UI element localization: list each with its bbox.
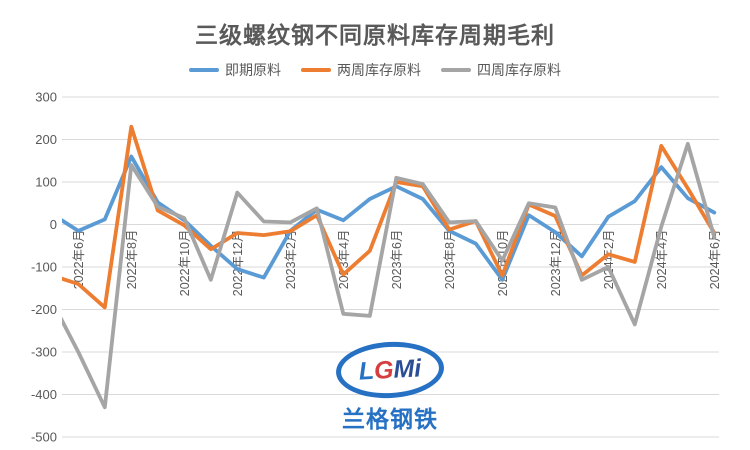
x-tick-label-2024年6月: 2024年6月 [708, 230, 722, 290]
x-tick-label-2023年10月: 2023年10月 [496, 230, 510, 297]
y-tick-label-300: 300 [35, 90, 57, 105]
legend-item-spot: 即期原料 [189, 60, 281, 80]
legend-label-spot: 即期原料 [225, 62, 281, 78]
chart-title: 三级螺纹钢不同原料库存周期毛利 [195, 22, 555, 48]
legend-label-four-week: 四周库存原料 [477, 62, 561, 78]
x-tick-label-2022年6月: 2022年6月 [72, 230, 86, 290]
x-tick-label-2023年8月: 2023年8月 [443, 230, 457, 290]
y-tick-label--400: -400 [31, 387, 57, 402]
x-tick-label-2023年4月: 2023年4月 [337, 230, 351, 290]
legend-swatch-two-week-line [301, 68, 331, 72]
x-tick-label-2022年12月: 2022年12月 [231, 229, 245, 296]
x-tick-label-2023年12月: 2023年12月 [549, 230, 563, 297]
x-tick-label-2022年8月: 2022年8月 [125, 230, 139, 290]
watermark-company-name: 兰格钢铁 [342, 406, 438, 432]
x-tick-label-2023年2月: 2023年2月 [284, 230, 298, 290]
lgmi-oval-logo: LGMi [334, 339, 446, 401]
y-tick-label--100: -100 [31, 260, 57, 275]
lgmi-logo-text: LGMi [358, 353, 422, 386]
legend-swatch-four-week-line [441, 68, 471, 72]
y-tick-label--500: -500 [31, 430, 57, 445]
y-tick-label-200: 200 [35, 132, 57, 147]
legend-item-two-week: 两周库存原料 [301, 60, 421, 80]
y-tick-label-100: 100 [35, 175, 57, 190]
legend-label-two-week: 两周库存原料 [337, 62, 421, 78]
legend-swatch-spot-line [189, 68, 219, 72]
legend-item-four-week: 四周库存原料 [441, 60, 561, 80]
y-tick-label--200: -200 [31, 302, 57, 317]
series-line-four_week [62, 141, 717, 410]
legend: 即期原料 两周库存原料 四周库存原料 [0, 60, 750, 80]
x-tick-label-2022年10月: 2022年10月 [178, 230, 192, 297]
x-tick-label-2023年6月: 2023年6月 [390, 230, 404, 290]
y-tick-label--300: -300 [31, 345, 57, 360]
watermark-logo: LGMi 兰格钢铁 [332, 339, 448, 434]
series-line-spot [62, 154, 717, 282]
series-line-two_week [62, 124, 717, 310]
y-tick-label-0: 0 [50, 217, 57, 232]
